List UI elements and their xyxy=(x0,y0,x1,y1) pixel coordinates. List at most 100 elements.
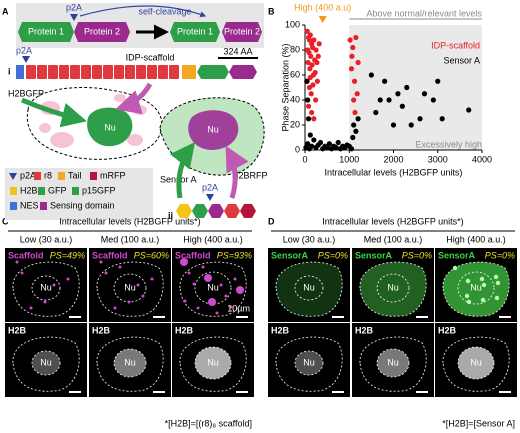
domain-box xyxy=(147,65,157,79)
point xyxy=(417,116,423,122)
point xyxy=(350,44,356,51)
nucleus xyxy=(87,107,133,147)
legend-label: H2B xyxy=(20,185,38,195)
condensate xyxy=(479,276,485,282)
domain-box xyxy=(114,65,124,79)
domain-box xyxy=(170,22,220,42)
footnote: *[H2B]=[(r8)₈ scaffold] xyxy=(165,418,252,428)
cell-outline xyxy=(12,261,80,317)
point xyxy=(368,72,374,78)
nucleus-label: Nu xyxy=(40,282,52,292)
point xyxy=(351,97,357,103)
condensate xyxy=(201,265,205,269)
point xyxy=(349,53,355,59)
label: Protein 1 xyxy=(177,26,213,36)
domain-box xyxy=(229,65,257,79)
nucleus xyxy=(194,271,232,305)
point xyxy=(351,122,357,128)
point xyxy=(304,28,310,34)
condensate xyxy=(215,311,219,315)
point xyxy=(399,103,405,109)
point xyxy=(354,91,360,97)
legend-swatch xyxy=(38,187,45,195)
legend-label: Sensor A xyxy=(443,55,480,65)
label: p2A xyxy=(202,182,218,192)
row-label: SensorA xyxy=(355,250,393,260)
point xyxy=(353,128,359,134)
domain-box xyxy=(136,65,146,79)
column-label: Med (100 a.u.) xyxy=(364,234,423,244)
micrograph xyxy=(268,323,350,397)
point xyxy=(309,143,315,149)
nucleus xyxy=(113,273,147,303)
legend-label: GFP xyxy=(48,185,67,195)
point xyxy=(377,97,383,103)
condensate xyxy=(118,265,122,269)
condensate xyxy=(29,306,33,310)
point xyxy=(333,144,339,151)
domain-box xyxy=(158,65,168,79)
nucleus-label: Nu xyxy=(387,282,399,292)
arrow xyxy=(115,82,153,115)
cell-outline xyxy=(359,261,427,317)
condensate xyxy=(39,123,51,133)
condensate xyxy=(233,277,237,281)
point xyxy=(305,103,312,109)
condensate xyxy=(141,294,145,298)
nucleus-label: Nu xyxy=(303,282,315,292)
legend-swatch xyxy=(90,172,97,180)
condensate xyxy=(180,258,188,266)
cell-outline xyxy=(96,336,164,392)
panel-label: C xyxy=(2,216,9,226)
label: self-cleavage xyxy=(138,6,191,16)
cell-signal xyxy=(275,262,343,317)
point xyxy=(404,84,410,91)
domain-box xyxy=(92,65,102,79)
panel-label: B xyxy=(268,6,275,16)
condensate xyxy=(183,299,187,303)
annotation-marker xyxy=(318,16,327,23)
condensate xyxy=(494,295,500,301)
annotation: High (400 a.u) xyxy=(294,2,351,12)
legend-label: NES xyxy=(20,200,39,210)
p2a-marker xyxy=(70,14,78,21)
point xyxy=(307,66,313,72)
point xyxy=(310,82,316,88)
label: ii xyxy=(168,210,173,220)
row-label: H2B xyxy=(92,325,111,335)
condensate xyxy=(52,283,56,287)
domain-box xyxy=(182,65,196,79)
point xyxy=(355,116,361,122)
condensate xyxy=(15,260,19,264)
point xyxy=(335,139,341,146)
point xyxy=(311,37,317,43)
cell-outline xyxy=(359,336,427,392)
condensate xyxy=(66,277,70,281)
arrow xyxy=(169,142,196,199)
condensate xyxy=(104,271,108,275)
point xyxy=(308,53,314,59)
condensate xyxy=(127,300,131,304)
annotation: Above normal/relevant levels xyxy=(366,8,482,18)
point xyxy=(312,69,318,76)
nucleus-label: Nu xyxy=(303,357,315,367)
condensate xyxy=(196,306,200,310)
point xyxy=(313,97,319,103)
column-label: High (400 a.u.) xyxy=(446,234,506,244)
column-label: High (400 a.u.) xyxy=(183,234,243,244)
legend-swatch xyxy=(40,202,47,210)
domain-box xyxy=(37,65,47,79)
condensate xyxy=(495,280,501,286)
point xyxy=(386,97,392,103)
nucleus-label: Nu xyxy=(207,357,219,367)
domain-box xyxy=(16,65,24,79)
point xyxy=(347,37,353,43)
domain-box xyxy=(240,204,256,218)
condensate xyxy=(50,132,74,148)
point xyxy=(348,146,355,152)
y-tick-label: 0 xyxy=(295,144,300,154)
cell-outline xyxy=(12,336,80,392)
condensate xyxy=(219,283,223,287)
point xyxy=(314,59,320,66)
p2a-marker xyxy=(9,173,17,180)
